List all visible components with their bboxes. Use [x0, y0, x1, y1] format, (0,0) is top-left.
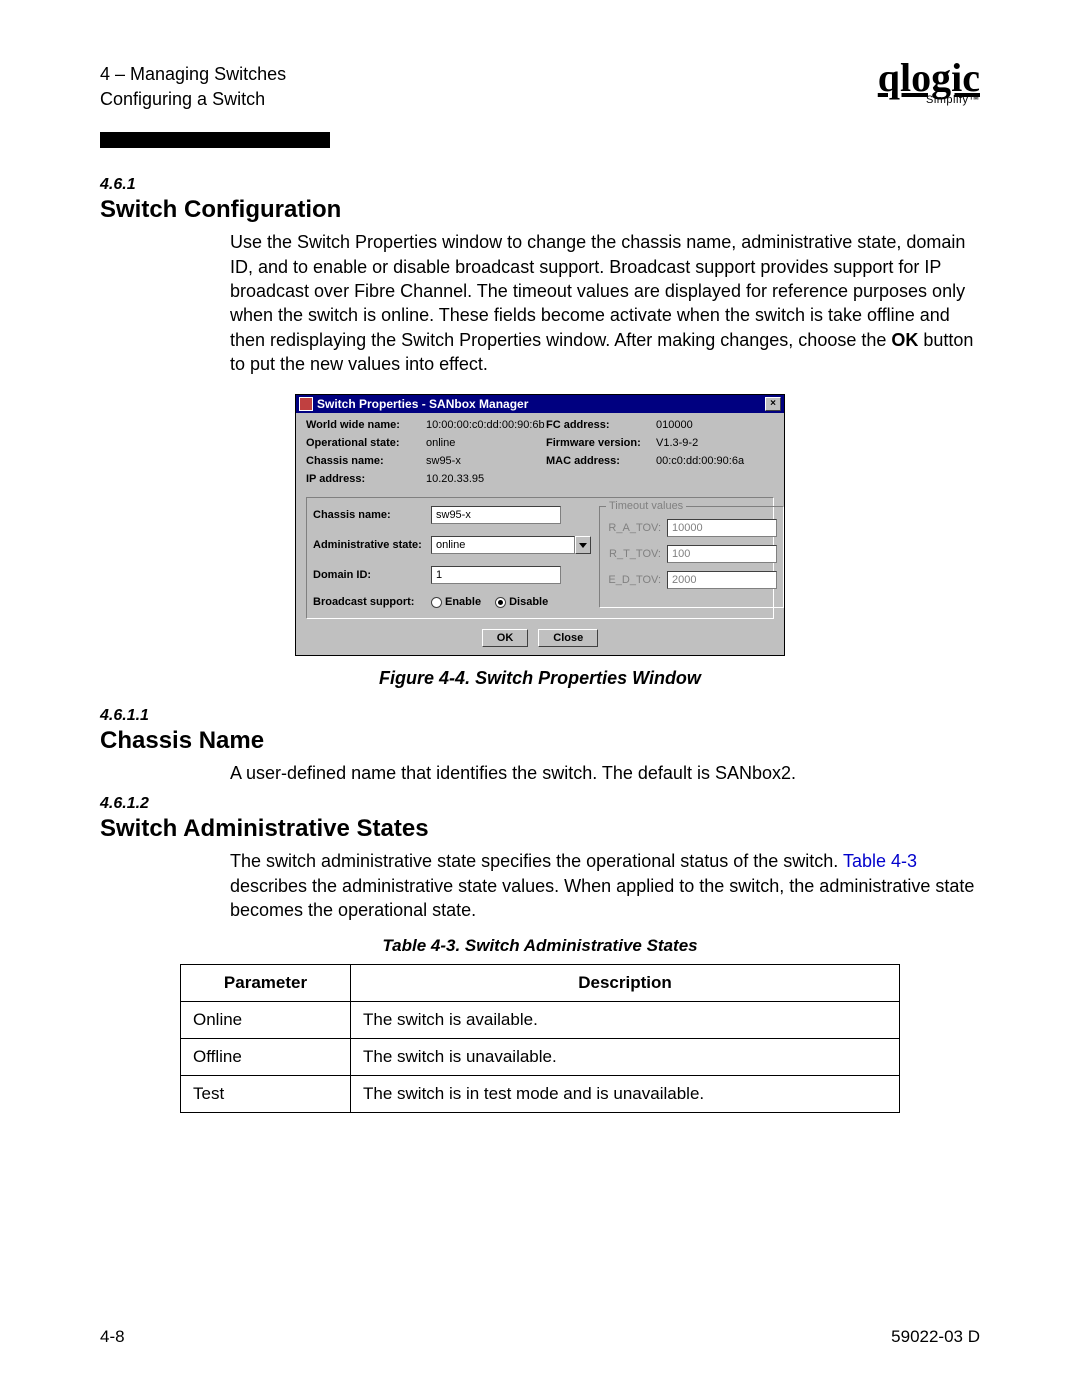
left-form: Chassis name: sw95-x Administrative stat… [313, 506, 591, 608]
section-para: Use the Switch Properties window to chan… [230, 230, 980, 376]
chevron-down-icon[interactable] [575, 536, 591, 554]
close-button[interactable]: Close [538, 629, 598, 647]
chapter-line: 4 – Managing Switches [100, 62, 286, 87]
form-area: Chassis name: sw95-x Administrative stat… [306, 497, 774, 619]
table-caption: Table 4-3. Switch Administrative States [100, 936, 980, 956]
chassis-ro-value: sw95-x [426, 455, 546, 467]
table-ref-link[interactable]: Table 4-3 [843, 851, 917, 871]
figure-caption: Figure 4-4. Switch Properties Window [100, 668, 980, 689]
table-row: OnlineThe switch is available. [181, 1002, 900, 1039]
section-title: Switch Administrative States [100, 815, 980, 843]
ok-button[interactable]: OK [482, 629, 529, 647]
section-number: 4.6.1.2 [100, 795, 980, 813]
admin-state-value: online [431, 536, 575, 554]
fcaddr-label: FC address: [546, 419, 656, 431]
section-number: 4.6.1.1 [100, 707, 980, 725]
bcast-label: Broadcast support: [313, 596, 431, 608]
wwn-value: 10:00:00:c0:dd:00:90:6b [426, 419, 546, 431]
rt-tov-label: R_T_TOV: [606, 548, 661, 560]
wwn-label: World wide name: [306, 419, 426, 431]
mac-value: 00:c0:dd:00:90:6a [656, 455, 766, 467]
table-header-row: Parameter Description [181, 965, 900, 1002]
ra-tov-label: R_A_TOV: [606, 522, 661, 534]
logo: qlogic Simplify™ [878, 62, 980, 106]
chassis-ro-label: Chassis name: [306, 455, 426, 467]
ip-value: 10.20.33.95 [426, 473, 546, 485]
fcaddr-value: 010000 [656, 419, 766, 431]
enable-radio[interactable]: Enable [431, 596, 481, 608]
table-row: TestThe switch is in test mode and is un… [181, 1076, 900, 1113]
section-number: 4.6.1 [100, 176, 980, 194]
info-grid: World wide name: 10:00:00:c0:dd:00:90:6b… [296, 413, 784, 493]
fw-value: V1.3-9-2 [656, 437, 766, 449]
page-footer: 4-8 59022-03 D [100, 1327, 980, 1347]
states-table: Parameter Description OnlineThe switch i… [180, 964, 900, 1113]
fw-label: Firmware version: [546, 437, 656, 449]
close-icon[interactable]: × [765, 397, 781, 411]
admin-state-select[interactable]: online [431, 536, 591, 554]
chassis-name-input[interactable]: sw95-x [431, 506, 561, 524]
section-para: The switch administrative state specifie… [230, 849, 980, 922]
button-row: OK Close [296, 627, 784, 655]
dialog-titlebar: Switch Properties - SANbox Manager × [296, 395, 784, 413]
admin-label: Administrative state: [313, 539, 431, 551]
ip-label: IP address: [306, 473, 426, 485]
table-row: OfflineThe switch is unavailable. [181, 1039, 900, 1076]
col-description: Description [351, 965, 900, 1002]
header-text: 4 – Managing Switches Configuring a Swit… [100, 62, 286, 112]
page-header: 4 – Managing Switches Configuring a Swit… [100, 62, 980, 112]
ed-tov-input[interactable]: 2000 [667, 571, 777, 589]
disable-radio[interactable]: Disable [495, 596, 548, 608]
domain-label: Domain ID: [313, 569, 431, 581]
chassis-label: Chassis name: [313, 509, 431, 521]
section-title: Switch Configuration [100, 196, 980, 224]
window-icon [299, 397, 313, 411]
figure: Switch Properties - SANbox Manager × Wor… [100, 394, 980, 656]
page-number: 4-8 [100, 1327, 125, 1347]
timeout-legend: Timeout values [606, 500, 686, 512]
col-parameter: Parameter [181, 965, 351, 1002]
opstate-value: online [426, 437, 546, 449]
broadcast-radios: Enable Disable [431, 596, 591, 608]
mac-label: MAC address: [546, 455, 656, 467]
switch-properties-dialog: Switch Properties - SANbox Manager × Wor… [295, 394, 785, 656]
section-para: A user-defined name that identifies the … [230, 761, 980, 785]
logo-script: qlogic [878, 62, 980, 94]
domain-id-input[interactable]: 1 [431, 566, 561, 584]
header-bar [100, 132, 330, 148]
ed-tov-label: E_D_TOV: [606, 574, 661, 586]
section-line: Configuring a Switch [100, 87, 286, 112]
section-title: Chassis Name [100, 727, 980, 755]
ra-tov-input[interactable]: 10000 [667, 519, 777, 537]
dialog-title: Switch Properties - SANbox Manager [317, 397, 528, 411]
doc-id: 59022-03 D [891, 1327, 980, 1347]
timeout-box: Timeout values R_A_TOV:10000 R_T_TOV:100… [599, 506, 784, 608]
opstate-label: Operational state: [306, 437, 426, 449]
rt-tov-input[interactable]: 100 [667, 545, 777, 563]
